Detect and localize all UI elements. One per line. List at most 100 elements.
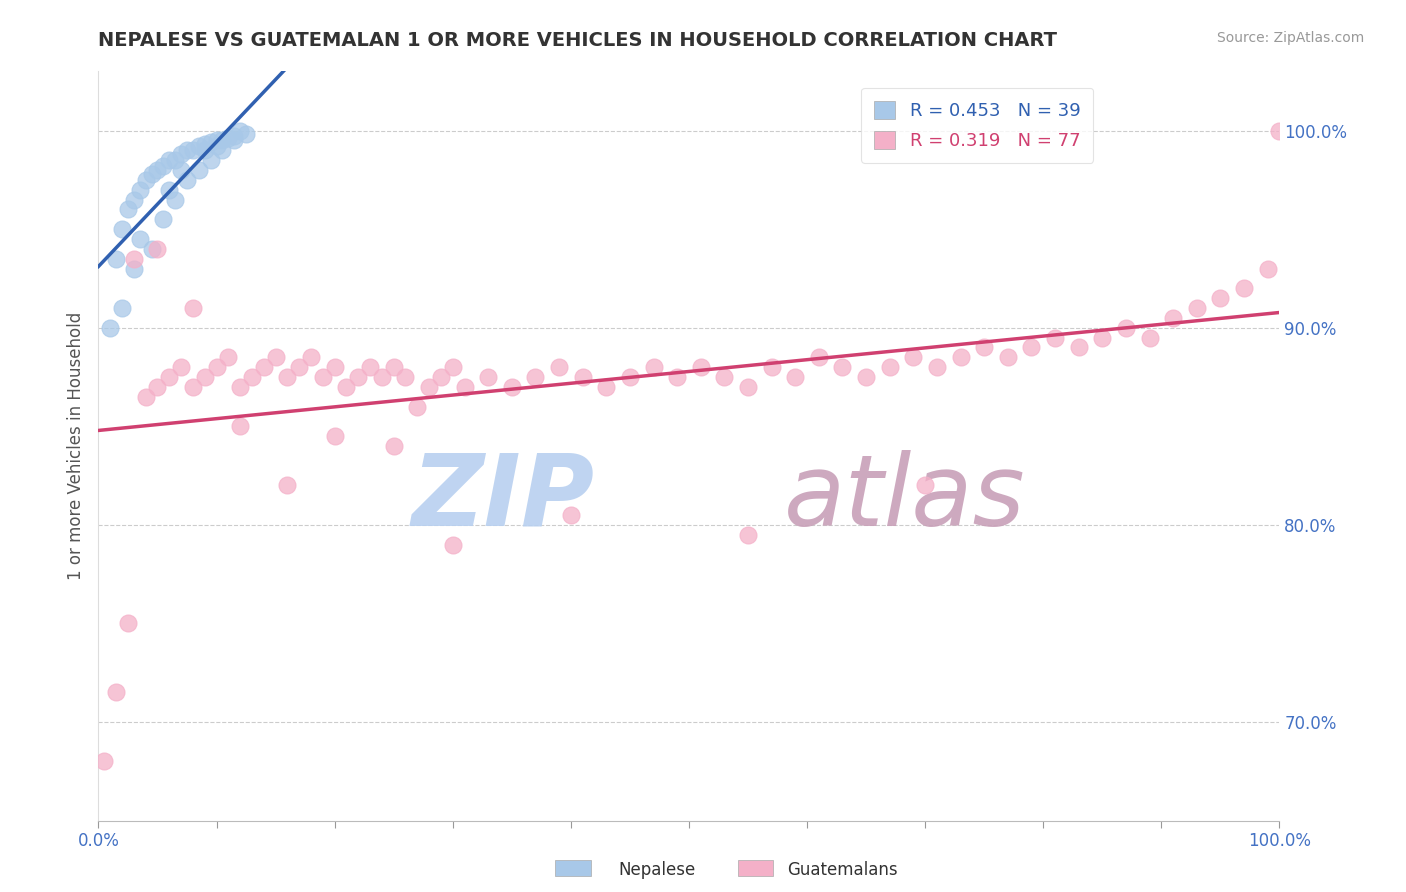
- Text: Guatemalans: Guatemalans: [787, 861, 898, 879]
- Point: [235, 128, 257, 142]
- Point: [371, 370, 394, 384]
- Text: NEPALESE VS GUATEMALAN 1 OR MORE VEHICLES IN HOUSEHOLD CORRELATION CHART: NEPALESE VS GUATEMALAN 1 OR MORE VEHICLE…: [98, 31, 1057, 50]
- Point: [211, 133, 233, 147]
- Point: [152, 212, 174, 227]
- Text: atlas: atlas: [783, 450, 1025, 547]
- Point: [949, 351, 972, 365]
- Point: [170, 147, 193, 161]
- Point: [217, 351, 239, 365]
- Point: [229, 123, 252, 137]
- Point: [187, 163, 209, 178]
- Point: [205, 360, 228, 375]
- Point: [135, 390, 157, 404]
- Point: [619, 370, 641, 384]
- Point: [240, 370, 263, 384]
- Point: [453, 380, 475, 394]
- Point: [418, 380, 440, 394]
- Point: [217, 131, 239, 145]
- Point: [359, 360, 381, 375]
- Point: [312, 370, 335, 384]
- Point: [170, 163, 193, 178]
- Point: [157, 183, 180, 197]
- Point: [903, 351, 925, 365]
- Point: [176, 143, 198, 157]
- Point: [165, 193, 187, 207]
- Point: [105, 252, 128, 266]
- Point: [879, 360, 901, 375]
- Point: [98, 320, 121, 334]
- Point: [501, 380, 523, 394]
- Point: [253, 360, 276, 375]
- Point: [200, 136, 222, 150]
- Point: [141, 242, 163, 256]
- Point: [117, 202, 139, 217]
- Point: [1139, 330, 1161, 344]
- Point: [194, 137, 217, 152]
- Point: [737, 380, 759, 394]
- Point: [117, 616, 139, 631]
- Point: [1043, 330, 1066, 344]
- Text: ZIP: ZIP: [412, 450, 595, 547]
- Point: [335, 380, 357, 394]
- Point: [224, 133, 246, 147]
- Point: [276, 370, 298, 384]
- Point: [135, 173, 157, 187]
- Point: [229, 419, 252, 434]
- Point: [1268, 123, 1291, 137]
- FancyBboxPatch shape: [738, 860, 773, 876]
- FancyBboxPatch shape: [555, 860, 591, 876]
- Text: Nepalese: Nepalese: [619, 861, 696, 879]
- Point: [157, 370, 180, 384]
- Point: [111, 222, 134, 236]
- Point: [288, 360, 311, 375]
- Point: [128, 183, 150, 197]
- Point: [761, 360, 783, 375]
- Y-axis label: 1 or more Vehicles in Household: 1 or more Vehicles in Household: [66, 312, 84, 580]
- Point: [157, 153, 180, 167]
- Point: [666, 370, 689, 384]
- Point: [548, 360, 571, 375]
- Point: [122, 193, 145, 207]
- Point: [925, 360, 948, 375]
- Point: [785, 370, 807, 384]
- Point: [430, 370, 453, 384]
- Point: [1067, 340, 1090, 354]
- Point: [141, 167, 163, 181]
- Point: [200, 153, 222, 167]
- Point: [997, 351, 1019, 365]
- Point: [323, 429, 346, 443]
- Point: [152, 159, 174, 173]
- Point: [477, 370, 499, 384]
- Point: [170, 360, 193, 375]
- Point: [382, 360, 405, 375]
- Point: [122, 261, 145, 276]
- Point: [229, 380, 252, 394]
- Point: [973, 340, 995, 354]
- Point: [187, 139, 209, 153]
- Point: [713, 370, 735, 384]
- Point: [807, 351, 830, 365]
- Point: [205, 139, 228, 153]
- Legend: R = 0.453   N = 39, R = 0.319   N = 77: R = 0.453 N = 39, R = 0.319 N = 77: [860, 88, 1094, 162]
- Point: [914, 478, 936, 492]
- Point: [194, 370, 217, 384]
- Point: [1115, 320, 1137, 334]
- Point: [855, 370, 877, 384]
- Point: [524, 370, 547, 384]
- Point: [441, 360, 464, 375]
- Text: Source: ZipAtlas.com: Source: ZipAtlas.com: [1216, 31, 1364, 45]
- Point: [1185, 301, 1208, 315]
- Point: [737, 527, 759, 541]
- Point: [571, 370, 593, 384]
- Point: [146, 163, 169, 178]
- Point: [323, 360, 346, 375]
- Point: [382, 439, 405, 453]
- Point: [128, 232, 150, 246]
- Point: [347, 370, 370, 384]
- Point: [299, 351, 322, 365]
- Point: [1233, 281, 1256, 295]
- Point: [146, 242, 169, 256]
- Point: [560, 508, 582, 522]
- Point: [1257, 261, 1279, 276]
- Point: [264, 351, 287, 365]
